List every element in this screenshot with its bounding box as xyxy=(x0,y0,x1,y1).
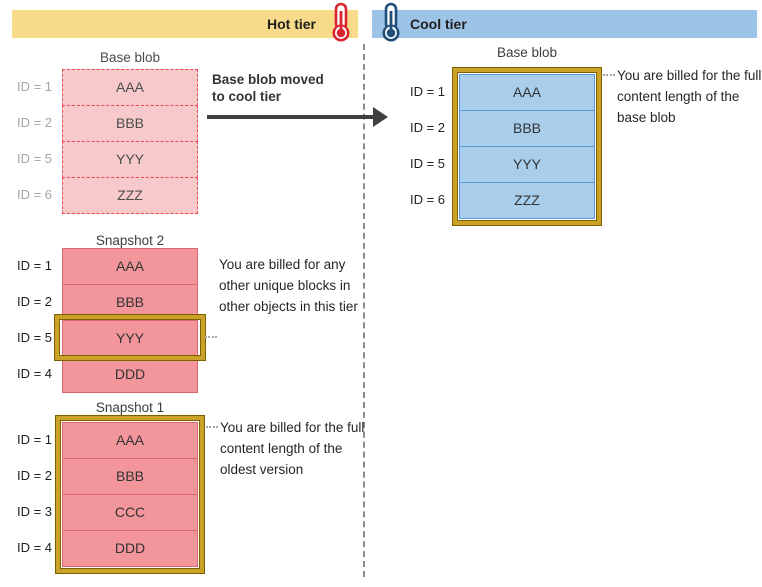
block: BBB xyxy=(459,110,595,147)
block: BBB xyxy=(62,458,198,495)
move-note-text: Base blob moved to cool tier xyxy=(212,72,324,104)
hot-tier-header: Hot tier xyxy=(12,10,358,38)
snapshot2-stack: AAA BBB YYY DDD xyxy=(62,248,198,393)
hot-base-blob-title: Base blob xyxy=(99,50,161,65)
block-id: ID = 4 xyxy=(16,540,52,555)
move-arrow-head xyxy=(373,107,388,127)
dotted-connector xyxy=(206,426,218,428)
cool-base-blob-title: Base blob xyxy=(496,45,558,60)
blue-thermometer-icon xyxy=(382,2,400,42)
block: AAA xyxy=(62,422,198,459)
block: BBB xyxy=(62,284,198,321)
cool-base-blob-stack: AAA BBB YYY ZZZ xyxy=(459,74,595,219)
block: ZZZ xyxy=(62,177,198,214)
move-arrow xyxy=(207,115,373,119)
block: YYY xyxy=(62,141,198,178)
block-id: ID = 2 xyxy=(16,115,52,130)
dotted-connector xyxy=(205,336,217,338)
block: AAA xyxy=(62,69,198,106)
cool-base-blob-ids: ID = 1 ID = 2 ID = 5 ID = 6 xyxy=(393,74,445,219)
snapshot2-ids: ID = 1 ID = 2 ID = 5 ID = 4 xyxy=(0,248,52,393)
block-id: ID = 2 xyxy=(16,294,52,309)
block: YYY xyxy=(459,146,595,183)
snapshot1-annotation: You are billed for the full content leng… xyxy=(220,420,365,477)
snapshot1-gold-box: AAA BBB CCC DDD xyxy=(56,416,204,573)
block: ZZZ xyxy=(459,182,595,219)
block: CCC xyxy=(62,494,198,531)
block-id: ID = 5 xyxy=(16,151,52,166)
block-id: ID = 1 xyxy=(16,432,52,447)
red-thermometer-icon xyxy=(332,2,350,42)
block-id: ID = 2 xyxy=(409,120,445,135)
block: DDD xyxy=(62,356,198,393)
block: BBB xyxy=(62,105,198,142)
block-id: ID = 1 xyxy=(16,258,52,273)
block-id: ID = 4 xyxy=(16,366,52,381)
block-id: ID = 6 xyxy=(409,192,445,207)
hot-base-blob-ids: ID = 1 ID = 2 ID = 5 ID = 6 xyxy=(0,69,52,214)
snapshot1-stack: AAA BBB CCC DDD xyxy=(62,422,198,567)
snapshot2-title: Snapshot 2 xyxy=(95,233,165,248)
snapshot1-title: Snapshot 1 xyxy=(95,400,165,415)
block-id: ID = 6 xyxy=(16,187,52,202)
cool-base-blob-annotation: You are billed for the full content leng… xyxy=(617,68,762,125)
cool-tier-header: Cool tier xyxy=(372,10,757,38)
snapshot1-ids: ID = 1 ID = 2 ID = 3 ID = 4 xyxy=(0,422,52,567)
block: AAA xyxy=(459,74,595,111)
tier-divider-line xyxy=(363,44,365,577)
block: AAA xyxy=(62,248,198,285)
snapshot2-annotation: You are billed for any other unique bloc… xyxy=(219,257,358,314)
block-id: ID = 1 xyxy=(409,84,445,99)
block: YYY xyxy=(62,320,198,357)
block: DDD xyxy=(62,530,198,567)
dotted-connector xyxy=(603,74,615,76)
block-id: ID = 2 xyxy=(16,468,52,483)
block-id: ID = 5 xyxy=(409,156,445,171)
block-id: ID = 5 xyxy=(16,330,52,345)
cool-base-blob-gold-box: AAA BBB YYY ZZZ xyxy=(453,68,601,225)
hot-base-blob-stack: AAA BBB YYY ZZZ xyxy=(62,69,198,214)
block-id: ID = 3 xyxy=(16,504,52,519)
block-id: ID = 1 xyxy=(16,79,52,94)
